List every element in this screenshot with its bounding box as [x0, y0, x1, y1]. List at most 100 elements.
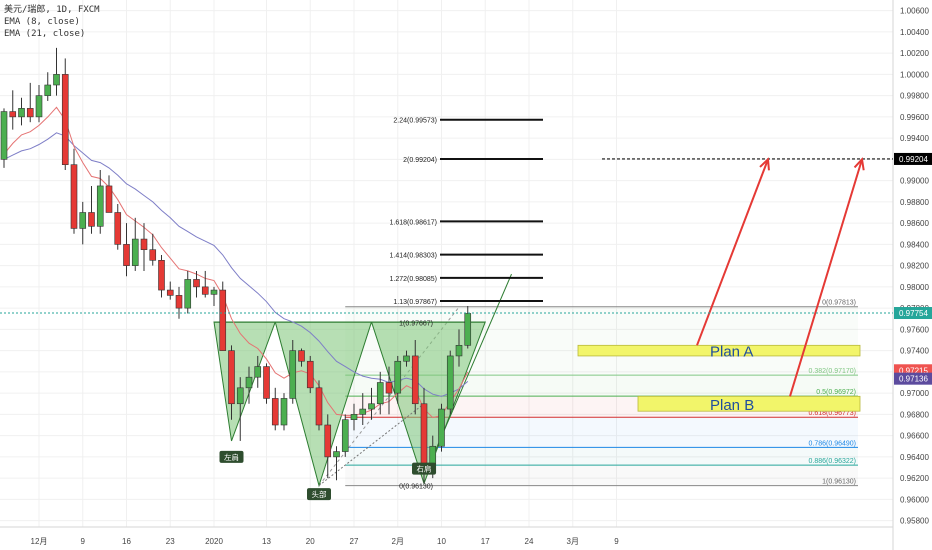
candle-body	[166, 289, 174, 296]
y-tick-label: 0.98600	[900, 219, 929, 228]
y-tick-label: 1.00400	[900, 28, 929, 37]
candle-body	[245, 376, 253, 389]
candle	[446, 350, 454, 415]
legend-ema-slow: EMA (21, close)	[4, 29, 86, 39]
fib-retracement-band	[345, 447, 858, 466]
pattern-label-box	[412, 462, 436, 475]
fib-extension-label: 0(0.96130)	[399, 484, 433, 491]
candle-body	[44, 84, 52, 96]
fib-extension-label: 2.24(0.99573)	[393, 118, 437, 125]
candle	[53, 47, 60, 96]
candle	[289, 340, 297, 404]
candle-body	[385, 382, 393, 394]
candle	[114, 204, 122, 250]
candle	[9, 90, 17, 130]
candle	[123, 223, 130, 277]
candle-body	[464, 313, 472, 346]
legend-ema-fast: EMA (8, close)	[4, 17, 80, 27]
candle-body	[114, 212, 122, 245]
candle-body	[394, 360, 402, 394]
candle	[61, 58, 69, 170]
candle	[324, 414, 332, 479]
candle	[236, 377, 244, 441]
candle-body	[298, 350, 305, 362]
candle-body	[350, 414, 358, 420]
candle-body	[368, 403, 375, 410]
candle	[166, 281, 174, 300]
y-tick-label: 0.96600	[900, 432, 929, 441]
candle-body	[280, 398, 288, 426]
candle-body	[105, 185, 113, 213]
ema-21-line	[3, 132, 469, 397]
plan-b-arrow	[789, 159, 863, 397]
candle-body	[263, 366, 270, 399]
ema-lines	[3, 106, 469, 419]
candle	[315, 380, 323, 431]
candle	[359, 393, 367, 425]
x-tick-label: 16	[122, 537, 131, 546]
candle-body	[61, 74, 69, 165]
candle-body	[79, 212, 87, 229]
y-tick-label: 0.99600	[900, 113, 929, 122]
candle-body	[403, 355, 410, 362]
candle-body	[0, 111, 8, 160]
candle-body	[411, 355, 419, 405]
y-tick-label: 1.00000	[900, 70, 929, 79]
plan-zones: Plan A Plan B	[577, 157, 865, 414]
y-tick-label: 1.00600	[900, 7, 929, 16]
fib-retracement-label: 0.786(0.96490)	[809, 440, 856, 447]
candle	[0, 108, 8, 168]
candle	[455, 329, 463, 367]
candle	[131, 217, 139, 271]
candle	[411, 340, 419, 415]
pattern-label-box	[219, 450, 244, 463]
ema-8-line	[3, 106, 469, 419]
candle-body	[158, 260, 165, 291]
candle	[350, 403, 358, 431]
price-tag	[894, 152, 932, 165]
x-tick-label: 3月	[567, 537, 579, 546]
plan-zone	[637, 395, 861, 412]
y-tick-label: 0.97400	[900, 347, 929, 356]
y-tick-label: 0.98400	[900, 240, 929, 249]
plan-b-arrow-head	[853, 157, 865, 171]
candle-body	[289, 350, 297, 399]
candle	[44, 72, 52, 101]
candle	[394, 355, 402, 404]
candle	[254, 355, 262, 388]
candle-body	[18, 108, 25, 118]
candle	[88, 185, 95, 234]
plan-zone	[577, 344, 861, 357]
candle	[184, 270, 192, 314]
fib-retracement-label: 0.618(0.96773)	[809, 410, 856, 417]
candle	[271, 387, 279, 431]
price-tag	[894, 372, 932, 385]
candle-body	[123, 244, 130, 266]
y-tick-label: 0.98800	[900, 198, 929, 207]
fib-retracement-label: 0.5(0.96972)	[816, 389, 856, 396]
fib-extension-label: 1(0.97667)	[399, 320, 433, 327]
y-tick-label: 0.99800	[900, 92, 929, 101]
fib-retracement-label: 0.886(0.96322)	[809, 458, 856, 465]
pattern-label-box	[307, 488, 331, 501]
candle	[105, 175, 113, 213]
x-tick-label: 23	[166, 537, 175, 546]
plan-label: Plan A	[710, 344, 753, 361]
candle	[149, 233, 157, 266]
pattern-label: 右肩	[417, 464, 432, 474]
candle	[280, 393, 288, 431]
candle	[70, 148, 78, 234]
candle	[368, 387, 375, 420]
fib-trend-line	[318, 306, 460, 486]
candle-body	[376, 382, 384, 405]
candle-body	[175, 295, 183, 309]
candle	[245, 366, 253, 404]
candle	[376, 371, 384, 415]
candle	[26, 82, 34, 123]
pattern-label: 左肩	[224, 452, 239, 462]
x-tick-label: 2月	[392, 537, 404, 546]
x-tick-label: 20	[306, 537, 315, 546]
candle-body	[210, 289, 218, 295]
